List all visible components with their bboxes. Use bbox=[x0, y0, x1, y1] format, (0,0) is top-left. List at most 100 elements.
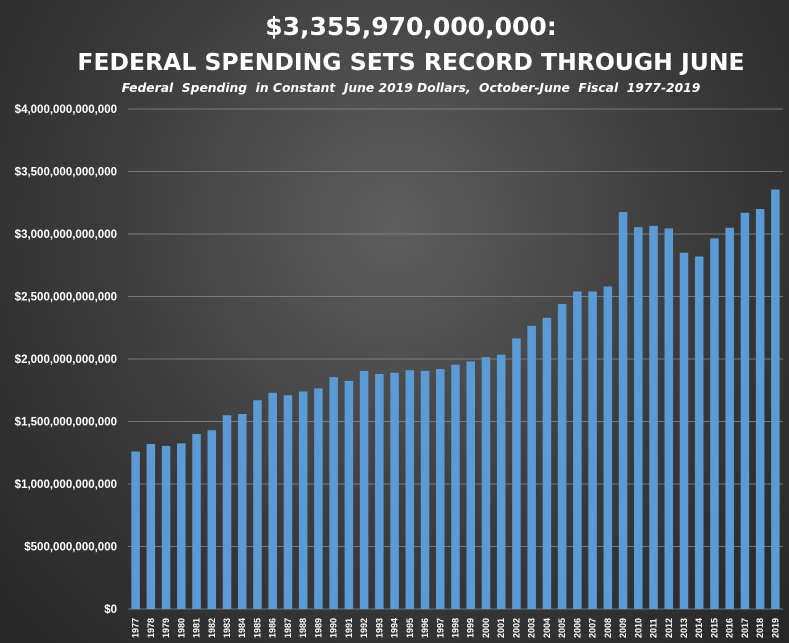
x-tick-label: 1982 bbox=[207, 618, 217, 638]
x-tick-label: 2005 bbox=[557, 618, 567, 638]
x-tick-label: 2015 bbox=[709, 618, 719, 638]
bar-2017 bbox=[740, 212, 750, 609]
x-tick-label: 2017 bbox=[740, 618, 750, 638]
bar-2014 bbox=[694, 256, 704, 609]
x-tick-label: 1980 bbox=[176, 618, 186, 638]
x-tick-label: 2000 bbox=[481, 618, 491, 638]
x-tick-label: 1979 bbox=[161, 618, 171, 638]
x-tick-label: 1990 bbox=[329, 618, 339, 638]
x-tick-label: 1996 bbox=[420, 618, 430, 638]
x-tick-label: 1993 bbox=[374, 618, 384, 638]
x-tick-label: 2012 bbox=[664, 618, 674, 638]
y-tick-label: $0 bbox=[104, 604, 117, 616]
bar-2007 bbox=[588, 291, 597, 609]
bar-2001 bbox=[496, 354, 506, 610]
bar-2006 bbox=[573, 291, 582, 609]
x-tick-label: 1983 bbox=[222, 618, 232, 638]
x-tick-label: 2018 bbox=[755, 618, 765, 638]
bar-1990 bbox=[329, 377, 338, 610]
x-tick-label: 1997 bbox=[435, 618, 445, 638]
bar-2000 bbox=[481, 357, 491, 610]
bar-2013 bbox=[679, 252, 689, 609]
chart-subtitle: Federal Spending in Constant June 2019 D… bbox=[122, 81, 701, 95]
x-tick-label: 2011 bbox=[649, 618, 659, 638]
bar-1986 bbox=[268, 392, 277, 609]
x-tick-label: 2013 bbox=[679, 618, 689, 638]
gridlines bbox=[128, 108, 783, 610]
y-tick-label: $500,000,000,000 bbox=[24, 542, 117, 554]
x-tick-label: 1984 bbox=[237, 618, 247, 638]
bar-1993 bbox=[375, 374, 384, 609]
x-tick-label: 1988 bbox=[298, 618, 308, 638]
bar-1991 bbox=[344, 380, 354, 610]
bar-1977 bbox=[131, 451, 140, 609]
bar-1995 bbox=[405, 370, 415, 609]
x-tick-label: 2001 bbox=[496, 618, 506, 638]
bar-1996 bbox=[420, 370, 430, 610]
x-tick-label: 2016 bbox=[725, 618, 735, 638]
x-tick-label: 2010 bbox=[633, 618, 643, 638]
x-tick-label: 2004 bbox=[542, 618, 552, 638]
y-tick-label: $2,500,000,000,000 bbox=[15, 292, 117, 304]
x-tick-label: 1977 bbox=[131, 618, 141, 638]
bar-2005 bbox=[557, 304, 567, 609]
bar-2004 bbox=[542, 317, 552, 609]
bar-1978 bbox=[146, 444, 156, 609]
bar-1992 bbox=[359, 370, 369, 610]
x-tick-label: 1999 bbox=[466, 618, 476, 638]
x-tick-label: 2003 bbox=[527, 618, 537, 638]
chart-title-line2: FEDERAL SPENDING SETS RECORD THROUGH JUN… bbox=[77, 48, 744, 76]
bar-1981 bbox=[192, 434, 201, 609]
chart-title: $3,355,970,000,000: bbox=[265, 12, 557, 41]
bars bbox=[131, 189, 780, 610]
bar-1985 bbox=[253, 400, 262, 609]
x-tick-label: 2002 bbox=[511, 618, 521, 638]
bar-1988 bbox=[298, 391, 308, 609]
x-tick-label: 1981 bbox=[192, 618, 202, 638]
x-axis-ticks: 1977 1978 1979 1980 1981 1982 1983 1984 1985 1986… bbox=[131, 618, 781, 638]
bar-2010 bbox=[634, 227, 643, 610]
x-tick-label: 1987 bbox=[283, 618, 293, 638]
bar-1983 bbox=[222, 415, 232, 609]
bar-2012 bbox=[664, 228, 674, 610]
bar-2018 bbox=[755, 209, 765, 609]
y-tick-label: $4,000,000,000,000 bbox=[15, 104, 117, 116]
bar-2009 bbox=[618, 212, 628, 610]
x-tick-label: 1994 bbox=[390, 618, 400, 638]
y-tick-label: $3,000,000,000,000 bbox=[15, 229, 117, 241]
y-tick-label: $3,500,000,000,000 bbox=[15, 167, 117, 179]
bar-2016 bbox=[725, 227, 734, 609]
y-tick-label: $1,500,000,000,000 bbox=[15, 417, 117, 429]
x-tick-label: 1992 bbox=[359, 618, 369, 638]
bar-1997 bbox=[436, 369, 445, 609]
x-tick-label: 2019 bbox=[770, 618, 780, 638]
x-tick-label: 2009 bbox=[618, 618, 628, 638]
bar-2019 bbox=[771, 189, 780, 609]
bar-2003 bbox=[527, 325, 536, 610]
x-tick-label: 2006 bbox=[572, 618, 582, 638]
bar-1994 bbox=[390, 372, 399, 609]
bar-1987 bbox=[283, 395, 293, 609]
bar-2008 bbox=[603, 286, 613, 609]
bar-2011 bbox=[649, 225, 658, 610]
x-tick-label: 1998 bbox=[451, 618, 461, 638]
bar-1999 bbox=[466, 361, 475, 609]
x-tick-label: 1989 bbox=[313, 618, 323, 638]
y-tick-label: $1,000,000,000,000 bbox=[15, 479, 117, 491]
bar-1979 bbox=[161, 445, 171, 610]
y-tick-label: $2,000,000,000,000 bbox=[15, 354, 117, 366]
bar-2015 bbox=[710, 238, 719, 610]
bar-1982 bbox=[207, 430, 217, 609]
x-tick-label: 2007 bbox=[588, 618, 598, 638]
bar-2002 bbox=[512, 338, 521, 610]
x-tick-label: 1991 bbox=[344, 618, 354, 638]
x-tick-label: 1986 bbox=[268, 618, 278, 638]
x-tick-label: 2014 bbox=[694, 618, 704, 638]
x-tick-label: 1995 bbox=[405, 618, 415, 638]
x-tick-label: 1985 bbox=[252, 618, 262, 638]
x-tick-label: 1978 bbox=[146, 618, 156, 638]
y-axis-ticks: $0 $500,000,000,000 $1,000,000,000,000 $1,5… bbox=[15, 104, 117, 616]
bar-1998 bbox=[451, 364, 460, 610]
bar-1980 bbox=[177, 443, 186, 610]
